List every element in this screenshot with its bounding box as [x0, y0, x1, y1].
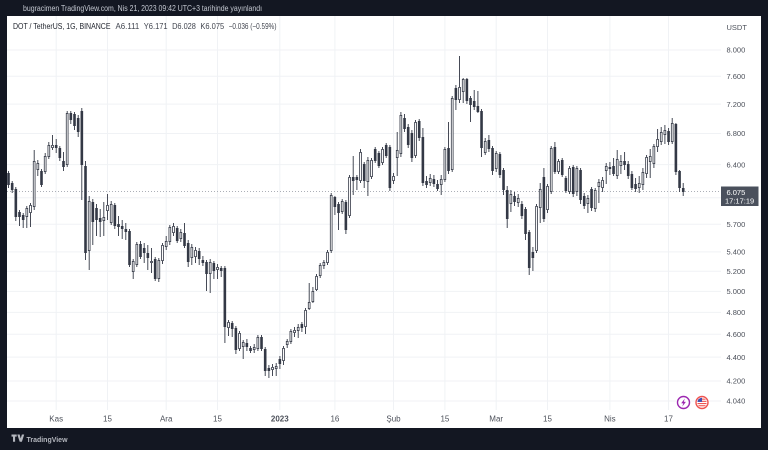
svg-text:17:17:19: 17:17:19	[725, 197, 754, 206]
svg-text:7.200: 7.200	[727, 100, 746, 109]
svg-text:15: 15	[543, 414, 552, 423]
svg-text:4.040: 4.040	[727, 397, 746, 406]
svg-text:USDT: USDT	[727, 23, 748, 32]
svg-text:17: 17	[664, 414, 673, 423]
svg-text:4.400: 4.400	[727, 353, 746, 362]
svg-text:5.000: 5.000	[727, 287, 746, 296]
svg-text:4.800: 4.800	[727, 308, 746, 317]
svg-text:15: 15	[440, 414, 449, 423]
svg-text:8.000: 8.000	[727, 46, 746, 55]
svg-text:Kas: Kas	[49, 414, 63, 423]
svg-text:2023: 2023	[271, 414, 289, 423]
svg-text:Nis: Nis	[604, 414, 616, 423]
svg-text:6.400: 6.400	[727, 160, 746, 169]
svg-text:4.600: 4.600	[727, 330, 746, 339]
svg-text:−0.036 (−0.59%): −0.036 (−0.59%)	[229, 22, 277, 31]
svg-text:5.400: 5.400	[727, 248, 746, 257]
svg-text:D6.028: D6.028	[172, 22, 196, 31]
svg-text:6.800: 6.800	[727, 129, 746, 138]
svg-text:16: 16	[330, 414, 339, 423]
svg-text:Ara: Ara	[160, 414, 173, 423]
svg-text:5.200: 5.200	[727, 267, 746, 276]
svg-text:A6.111: A6.111	[116, 22, 140, 31]
svg-text:bugracimen TradingView.com, Ni: bugracimen TradingView.com, Nis 21, 2023…	[23, 4, 262, 13]
svg-text:K6.075: K6.075	[200, 22, 224, 31]
svg-text:5.700: 5.700	[727, 220, 746, 229]
svg-text:Şub: Şub	[386, 414, 401, 423]
svg-text:15: 15	[103, 414, 112, 423]
svg-text:DOT / TetherUS, 1G, BINANCE: DOT / TetherUS, 1G, BINANCE	[13, 22, 111, 31]
svg-text:Mar: Mar	[489, 414, 503, 423]
svg-text:6.075: 6.075	[727, 188, 746, 197]
svg-text:15: 15	[213, 414, 222, 423]
svg-text:Y6.171: Y6.171	[144, 22, 168, 31]
svg-text:4.200: 4.200	[727, 377, 746, 386]
svg-text:TradingView: TradingView	[27, 435, 68, 444]
svg-text:7.600: 7.600	[727, 72, 746, 81]
